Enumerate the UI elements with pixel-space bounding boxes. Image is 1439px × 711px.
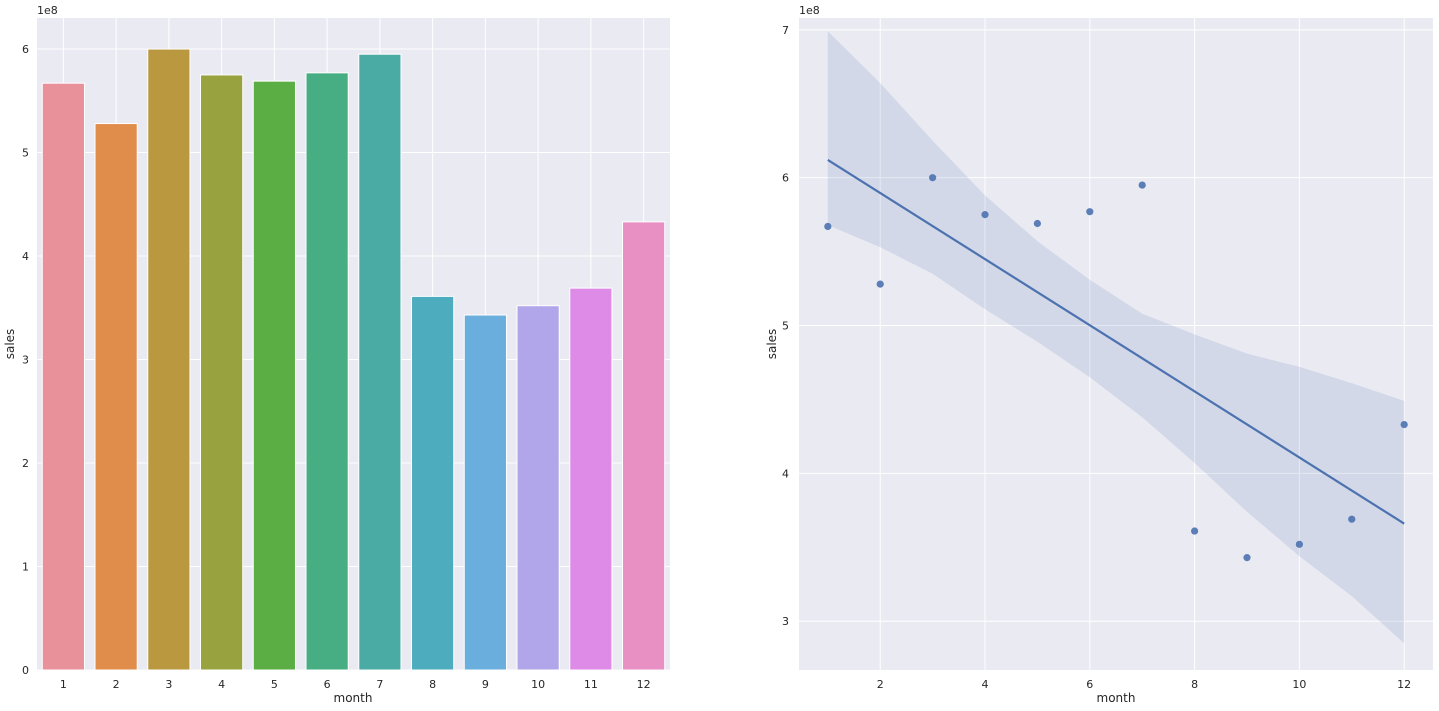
bar — [622, 221, 666, 671]
scatter-point — [1190, 527, 1199, 535]
bar — [516, 305, 560, 671]
bar-x-tick-label: 2 — [113, 678, 120, 691]
bar-x-tick-label: 8 — [429, 678, 436, 691]
bar-y-tick-label: 0 — [22, 664, 29, 677]
confidence-band — [827, 31, 1405, 644]
regression-line — [827, 159, 1405, 525]
regression-x-tick-label: 8 — [1191, 678, 1198, 691]
bar-x-tick-label: 4 — [218, 678, 225, 691]
bar-x-tick-label: 10 — [531, 678, 545, 691]
bar-x-tick-label: 3 — [165, 678, 172, 691]
bar-x-axis-label: month — [334, 691, 373, 705]
regression-x-tick-label: 12 — [1397, 678, 1411, 691]
bar — [41, 82, 85, 671]
bar-x-tick-label: 11 — [584, 678, 598, 691]
bar-y-offset-text: 1e8 — [37, 4, 58, 17]
regression-plot: 2 4 6 8 10 12 3 4 5 6 7 1e8 month sales — [765, 4, 1433, 705]
bar — [200, 74, 244, 671]
bar-y-tick-label: 2 — [22, 457, 29, 470]
bar — [94, 123, 138, 671]
scatter-point — [1138, 181, 1146, 189]
bar-x-tick-label: 6 — [324, 678, 331, 691]
regression-plot-area — [799, 18, 1433, 670]
bar-y-tick-label: 6 — [22, 43, 29, 56]
bar-x-tick-label: 12 — [637, 678, 651, 691]
scatter-point — [824, 222, 832, 231]
regression-x-ticks: 2 4 6 8 10 12 — [877, 678, 1411, 691]
bar — [569, 287, 613, 671]
regression-y-ticks: 3 4 5 6 7 — [782, 24, 789, 628]
bar-x-tick-label: 1 — [60, 678, 67, 691]
regression-grid — [799, 18, 1433, 670]
regression-y-tick-label: 4 — [782, 467, 789, 480]
regression-x-tick-label: 10 — [1292, 678, 1306, 691]
bar — [147, 48, 191, 671]
bar-y-tick-label: 3 — [22, 354, 29, 367]
bar-x-tick-label: 9 — [482, 678, 489, 691]
scatter-point — [1295, 540, 1303, 548]
bar — [411, 295, 455, 671]
bar-y-tick-label: 5 — [22, 147, 29, 160]
regression-y-tick-label: 6 — [782, 172, 789, 185]
regression-y-tick-label: 3 — [782, 615, 789, 628]
scatter-points — [824, 174, 1408, 562]
scatter-point — [1033, 219, 1042, 228]
scatter-point — [929, 174, 937, 182]
regression-x-axis-label: month — [1097, 691, 1136, 705]
bar-series — [41, 48, 666, 671]
scatter-point — [1243, 554, 1251, 562]
scatter-point — [1400, 420, 1408, 429]
bar — [463, 314, 507, 671]
bar-x-ticks: 1 2 3 4 5 6 7 8 9 10 11 12 — [60, 678, 651, 691]
regression-x-tick-label: 4 — [982, 678, 989, 691]
scatter-point — [981, 211, 989, 219]
bar — [305, 72, 349, 671]
bar-plot-area — [37, 18, 670, 670]
regression-y-axis-label: sales — [765, 329, 779, 360]
bar-y-tick-label: 4 — [22, 250, 29, 263]
bar-y-ticks: 0 1 2 3 4 5 6 — [22, 43, 29, 677]
regression-y-offset-text: 1e8 — [799, 4, 820, 17]
regression-x-tick-label: 6 — [1086, 678, 1093, 691]
bar — [252, 80, 296, 671]
bar-y-tick-label: 1 — [22, 561, 29, 574]
bar-x-tick-label: 5 — [271, 678, 278, 691]
scatter-point — [876, 280, 884, 288]
regression-x-tick-label: 2 — [877, 678, 884, 691]
regression-y-tick-label: 5 — [782, 320, 789, 333]
bar-y-axis-label: sales — [3, 329, 17, 360]
scatter-point — [1086, 208, 1094, 216]
bar — [358, 53, 402, 671]
scatter-point — [1348, 515, 1356, 523]
bar-x-tick-label: 7 — [376, 678, 383, 691]
regression-y-tick-label: 7 — [782, 24, 789, 37]
